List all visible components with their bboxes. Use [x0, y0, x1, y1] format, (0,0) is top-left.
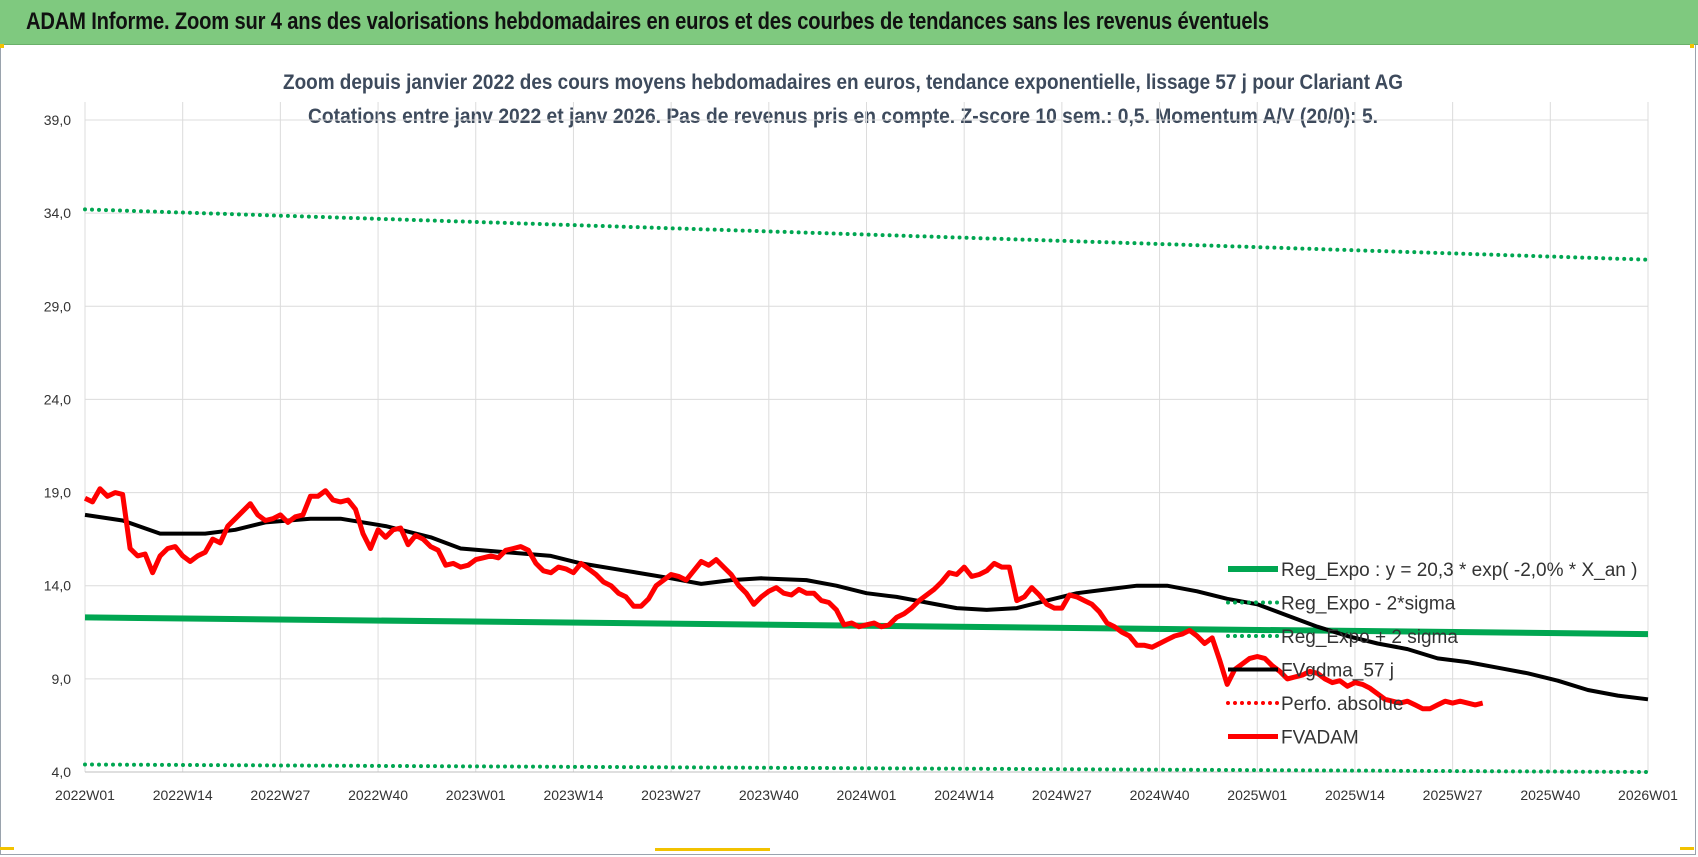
x-tick-label: 2023W01	[446, 787, 506, 803]
chart-subtitle: Cotations entre janv 2022 et janv 2026. …	[308, 105, 1378, 128]
series-line-fvadam	[83, 486, 1484, 712]
y-tick-label: 4,0	[52, 764, 72, 780]
y-tick-label: 19,0	[44, 485, 71, 501]
x-tick-label: 2023W40	[739, 787, 799, 803]
y-tick-label: 9,0	[52, 671, 72, 687]
x-tick-label: 2025W01	[1227, 787, 1287, 803]
x-tick-label: 2025W27	[1423, 787, 1483, 803]
title-bar: ADAM Informe. Zoom sur 4 ans des valoris…	[0, 0, 1698, 45]
x-tick-label: 2025W14	[1325, 787, 1385, 803]
x-tick-label: 2024W40	[1130, 787, 1190, 803]
x-tick-label: 2025W40	[1520, 787, 1580, 803]
legend-label: Reg_Expo : y = 20,3 * exp( -2,0% * X_an …	[1281, 560, 1637, 581]
series-line-reg-expo-2-sigma	[83, 762, 1650, 774]
legend-label: FVgdma_57 j	[1281, 661, 1394, 682]
y-tick-label: 14,0	[44, 578, 71, 594]
corner-marker	[655, 848, 770, 851]
x-tick-label: 2022W01	[55, 787, 115, 803]
chart-title: Zoom depuis janvier 2022 des cours moyen…	[283, 71, 1403, 94]
x-tick-label: 2022W14	[153, 787, 213, 803]
corner-marker	[1690, 44, 1694, 48]
corner-marker	[0, 44, 4, 48]
x-tick-label: 2024W27	[1032, 787, 1092, 803]
x-tick-label: 2024W01	[837, 787, 897, 803]
y-tick-label: 39,0	[44, 112, 71, 128]
x-tick-label: 2023W14	[543, 787, 603, 803]
page-title: ADAM Informe. Zoom sur 4 ans des valoris…	[26, 8, 1269, 35]
series-line-reg-expo-2-sigma	[83, 207, 1650, 262]
corner-marker	[1680, 847, 1694, 850]
y-tick-label: 24,0	[44, 391, 71, 407]
x-tick-label: 2022W27	[250, 787, 310, 803]
legend-label: Reg_Expo + 2 sigma	[1281, 627, 1458, 648]
legend-label: FVADAM	[1281, 728, 1359, 749]
y-tick-label: 29,0	[44, 298, 71, 314]
x-tick-label: 2022W40	[348, 787, 408, 803]
legend-label: Perfo. absolue	[1281, 694, 1404, 715]
x-tick-label: 2024W14	[934, 787, 994, 803]
x-tick-label: 2026W01	[1618, 787, 1678, 803]
series-line-fvgdma-57-j	[84, 512, 1649, 702]
legend-label: Reg_Expo - 2*sigma	[1281, 594, 1456, 615]
x-tick-label: 2023W27	[641, 787, 701, 803]
y-tick-label: 34,0	[44, 205, 71, 221]
corner-marker	[0, 847, 14, 850]
